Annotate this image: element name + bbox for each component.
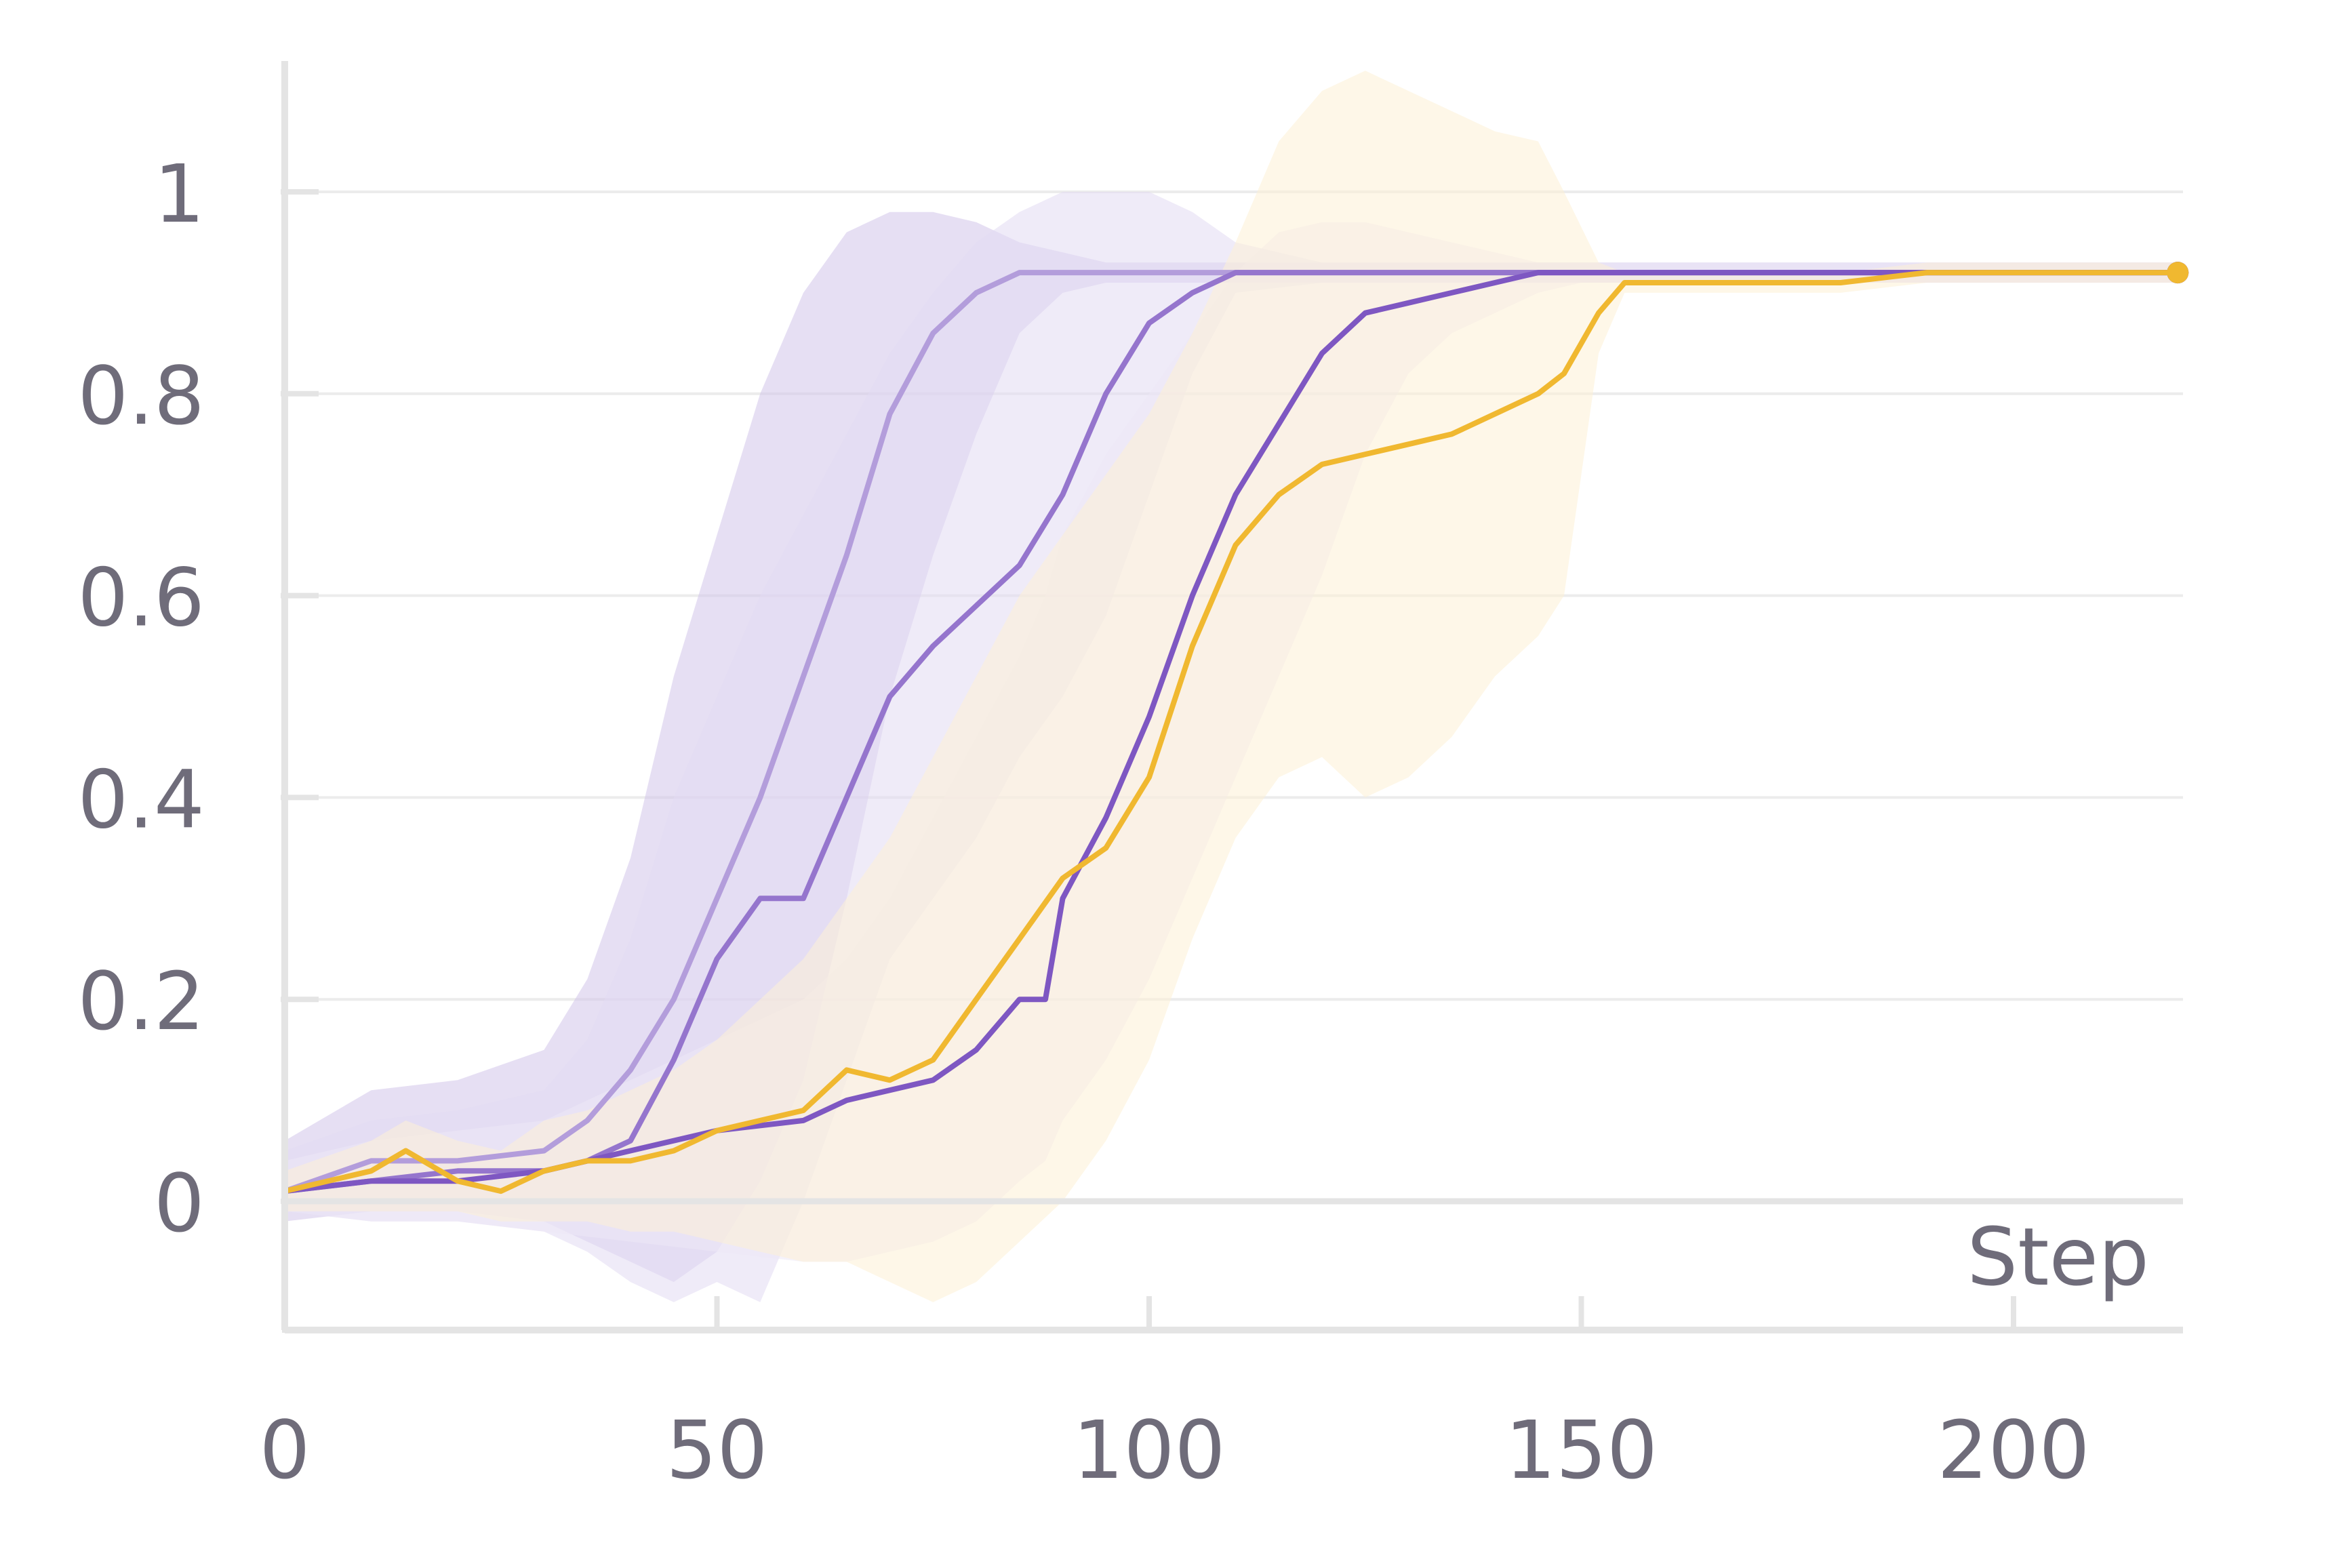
- x-axis-label: Step: [1967, 1210, 2149, 1304]
- x-tick-label: 150: [1505, 1403, 1658, 1497]
- series-line-4: [282, 270, 2181, 1194]
- x-tick-label: 200: [1937, 1403, 2089, 1497]
- x-tick-label: 100: [1073, 1403, 1225, 1497]
- confidence-band-4: [285, 71, 2178, 1302]
- axes: [281, 61, 2183, 1333]
- series-lines: [282, 262, 2189, 1194]
- y-tick-label: 0.8: [77, 349, 205, 443]
- x-tick-label: 50: [666, 1403, 767, 1497]
- series-line-3: [282, 270, 2181, 1194]
- y-tick-label: 1: [154, 147, 205, 241]
- y-tick-label: 0.2: [77, 954, 205, 1048]
- confidence-bands: [285, 71, 2178, 1302]
- y-tick-label: 0.6: [77, 551, 205, 645]
- tick-labels: 0 0.2 0.4 0.6 0.8 1 0 50 100 150 200: [77, 147, 2089, 1497]
- y-tick-label: 0: [154, 1157, 205, 1250]
- y-tick-label: 0.4: [77, 752, 205, 846]
- x-tick-label: 0: [259, 1403, 310, 1497]
- series-end-point-4: [2167, 262, 2189, 284]
